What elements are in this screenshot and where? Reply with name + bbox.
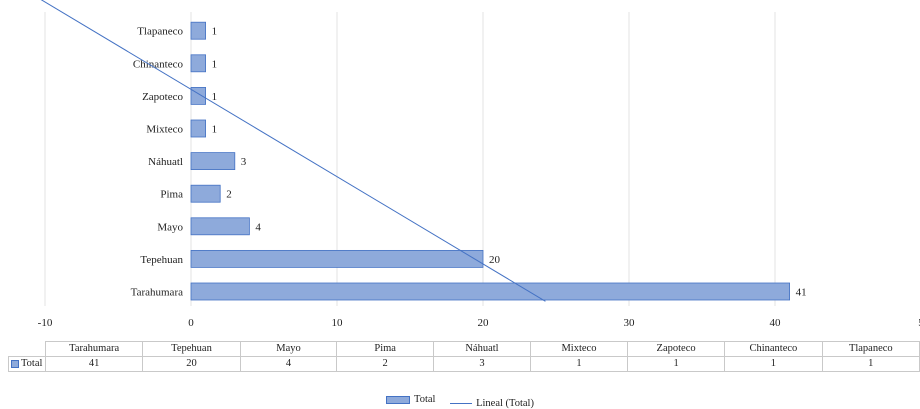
bar bbox=[190, 217, 250, 236]
data-table: Tarahumara Tepehuan Mayo Pima Náhuatl Mixteco… bbox=[8, 341, 920, 372]
bar bbox=[190, 282, 790, 301]
bar bbox=[190, 54, 207, 73]
data-table-column-header: Tlapaneco bbox=[821, 341, 920, 357]
x-tick-label: 20 bbox=[478, 317, 490, 329]
data-label: 20 bbox=[489, 254, 501, 266]
data-label: 2 bbox=[226, 189, 232, 201]
data-table-row: Total 41 20 4 2 3 1 1 1 1 bbox=[8, 356, 920, 372]
data-table-column-header: Zapoteco bbox=[626, 341, 726, 357]
data-table-column-header: Mayo bbox=[239, 341, 338, 357]
bar bbox=[190, 184, 221, 203]
bar-chart: 41 20 4 2 3 1 1 1 1 Tarahumara Tepehuan Mayo Pima Ná… bbox=[38, 0, 920, 329]
x-tick-labels: -10 0 10 20 30 40 5 bbox=[38, 317, 920, 329]
bar bbox=[190, 21, 207, 40]
data-label: 1 bbox=[212, 26, 218, 38]
data-table-cell: 4 bbox=[239, 356, 338, 372]
category-label: Tepehuan bbox=[140, 254, 183, 266]
x-tick-label: 5 bbox=[918, 317, 920, 329]
category-label: Chinanteco bbox=[133, 58, 184, 70]
category-label: Tarahumara bbox=[131, 287, 183, 299]
x-tick-label: -10 bbox=[38, 317, 53, 329]
trendline bbox=[40, 0, 546, 302]
category-label: Mayo bbox=[157, 221, 183, 233]
data-table-cell: 20 bbox=[142, 356, 241, 372]
data-table-cell: 1 bbox=[626, 356, 726, 372]
legend-bar-swatch-icon bbox=[386, 395, 411, 404]
data-table-column-header: Tepehuan bbox=[142, 341, 241, 357]
data-table-cell: 3 bbox=[432, 356, 531, 372]
data-labels: 41 20 4 2 3 1 1 1 1 bbox=[212, 26, 807, 299]
data-label: 4 bbox=[255, 221, 261, 233]
data-table-column-header: Chinanteco bbox=[724, 341, 823, 357]
data-table-cell: 1 bbox=[724, 356, 823, 372]
data-label: 3 bbox=[241, 156, 247, 168]
x-tick-label: 0 bbox=[188, 317, 194, 329]
legend-item-total: Total bbox=[386, 394, 435, 405]
category-labels: Tarahumara Tepehuan Mayo Pima Náhuatl Mixteco… bbox=[131, 26, 184, 299]
x-tick-label: 40 bbox=[770, 317, 782, 329]
data-table-cell: 1 bbox=[821, 356, 920, 372]
data-table-cell: 1 bbox=[529, 356, 629, 372]
category-label: Pima bbox=[160, 189, 183, 201]
bar bbox=[190, 152, 236, 171]
category-label: Zapoteco bbox=[142, 91, 183, 103]
x-tick-label: 30 bbox=[624, 317, 636, 329]
bar bbox=[190, 119, 207, 138]
data-table-row-label: Total bbox=[8, 356, 46, 372]
data-table-column-header: Mixteco bbox=[529, 341, 629, 357]
legend-line-swatch-icon bbox=[450, 402, 473, 404]
bar bbox=[190, 87, 207, 105]
bar bbox=[190, 249, 484, 268]
legend-item-trendline: Lineal (Total) bbox=[450, 398, 534, 409]
data-table-corner bbox=[9, 342, 46, 357]
data-label: 1 bbox=[212, 91, 218, 103]
data-label: 41 bbox=[796, 287, 807, 299]
data-label: 1 bbox=[212, 124, 218, 136]
x-tick-label: 10 bbox=[332, 317, 344, 329]
data-table-column-header: Pima bbox=[336, 341, 434, 357]
category-label: Náhuatl bbox=[148, 156, 183, 168]
category-label: Tlapaneco bbox=[137, 26, 183, 38]
data-table-header: Tarahumara Tepehuan Mayo Pima Náhuatl Mixteco… bbox=[9, 341, 920, 357]
data-table-cell: 41 bbox=[44, 356, 144, 372]
data-table-column-header: Tarahumara bbox=[44, 341, 144, 357]
data-table-cell: 2 bbox=[336, 356, 434, 372]
data-label: 1 bbox=[212, 58, 218, 70]
data-table-column-header: Náhuatl bbox=[432, 341, 531, 357]
bars bbox=[190, 21, 790, 301]
series-swatch-icon bbox=[11, 359, 19, 368]
legend: Total Lineal (Total) bbox=[0, 394, 920, 409]
category-label: Mixteco bbox=[146, 124, 183, 136]
